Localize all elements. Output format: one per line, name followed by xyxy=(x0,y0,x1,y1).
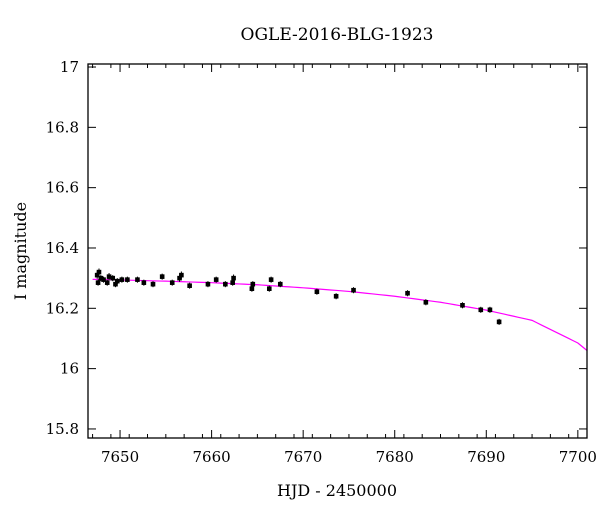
data-point xyxy=(249,286,255,292)
y-axis-label: I magnitude xyxy=(11,202,30,300)
model-curve xyxy=(92,278,587,351)
data-point xyxy=(96,269,102,275)
data-point xyxy=(114,278,120,284)
x-tick-label: 7650 xyxy=(101,448,139,466)
x-axis-label: HJD - 2450000 xyxy=(277,481,397,500)
data-point xyxy=(277,281,283,287)
y-tick-label: 16.6 xyxy=(46,179,79,197)
chart-title: OGLE-2016-BLG-1923 xyxy=(241,25,434,45)
data-point xyxy=(150,281,156,287)
y-tick-label: 15.8 xyxy=(46,420,79,438)
model-curve-layer xyxy=(92,278,587,351)
data-point xyxy=(423,299,429,305)
data-point xyxy=(104,280,110,285)
data-point xyxy=(205,281,211,287)
data-point xyxy=(314,289,320,295)
data-point xyxy=(333,293,339,299)
data-point xyxy=(268,277,274,282)
data-point xyxy=(141,280,147,285)
data-point xyxy=(113,281,118,287)
data-point xyxy=(177,275,182,281)
axis-ticks-layer: 7650 7660 7670 7680 7690 7700 15.8 16 16.2 16.4 16… xyxy=(46,58,597,466)
data-point xyxy=(250,281,256,287)
data-point xyxy=(478,307,484,313)
data-point xyxy=(487,307,493,313)
data-point xyxy=(405,290,410,296)
data-point xyxy=(266,286,272,292)
data-point xyxy=(106,274,112,279)
data-point xyxy=(101,277,106,282)
data-point xyxy=(460,302,465,308)
y-tick-label: 16.8 xyxy=(46,118,79,136)
data-point xyxy=(125,277,130,282)
data-point xyxy=(98,275,104,281)
y-tick-label: 16 xyxy=(60,360,79,378)
data-point xyxy=(223,281,228,287)
data-point xyxy=(110,275,116,281)
data-point xyxy=(94,272,100,278)
plot-frame xyxy=(87,63,588,439)
x-tick-label: 7700 xyxy=(559,448,597,466)
x-tick-label: 7680 xyxy=(376,448,414,466)
data-point xyxy=(213,277,219,282)
data-point xyxy=(159,274,165,279)
x-tick-label: 7670 xyxy=(284,448,322,466)
y-tick-label: 16.2 xyxy=(46,299,79,317)
data-points-layer xyxy=(94,268,502,325)
x-tick-label: 7690 xyxy=(467,448,505,466)
data-point xyxy=(135,277,140,282)
data-point xyxy=(230,280,235,285)
data-point xyxy=(187,283,192,288)
data-point xyxy=(496,319,502,325)
data-point xyxy=(231,275,236,281)
data-point xyxy=(95,280,101,285)
y-tick-label: 17 xyxy=(60,58,79,76)
data-point xyxy=(169,280,175,285)
y-tick-label: 16.4 xyxy=(46,239,79,257)
data-point xyxy=(351,287,356,293)
data-point xyxy=(179,272,184,278)
x-tick-label: 7660 xyxy=(193,448,231,466)
data-point xyxy=(119,277,125,282)
